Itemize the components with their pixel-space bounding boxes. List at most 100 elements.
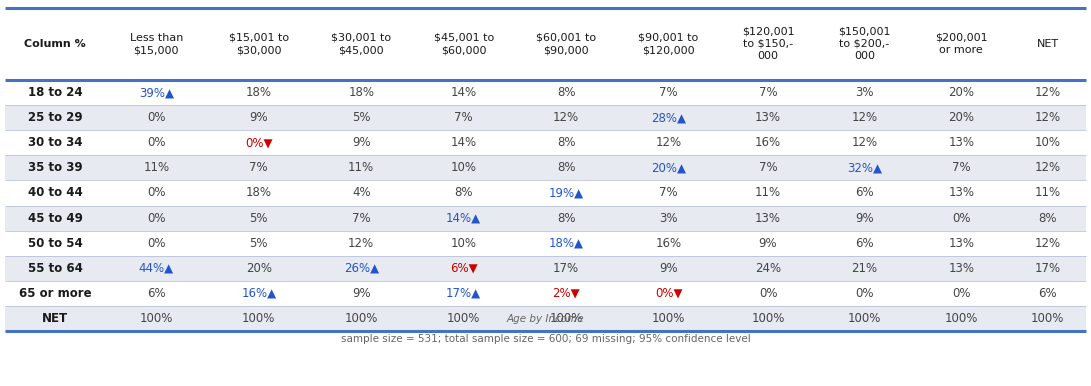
Text: 9%: 9% (352, 136, 371, 149)
Text: 7%: 7% (758, 161, 778, 174)
Text: $90,001 to
$120,000: $90,001 to $120,000 (638, 33, 698, 55)
Text: 7%: 7% (758, 86, 778, 99)
Text: Less than
$15,000: Less than $15,000 (130, 33, 183, 55)
Text: 12%: 12% (1034, 86, 1060, 99)
Text: 17%▲: 17%▲ (446, 287, 481, 300)
Bar (5, 180, 1086, 205)
Text: 4%: 4% (352, 186, 371, 200)
Text: 12%: 12% (1034, 111, 1060, 124)
Text: 18%: 18% (245, 186, 272, 200)
Text: 20%: 20% (948, 111, 974, 124)
Text: 8%: 8% (556, 136, 575, 149)
Text: 12%: 12% (852, 136, 877, 149)
Text: 9%: 9% (250, 111, 268, 124)
Text: 0%▼: 0%▼ (245, 136, 273, 149)
Text: 7%: 7% (659, 186, 678, 200)
Text: 12%: 12% (1034, 161, 1060, 174)
Text: 7%: 7% (951, 161, 971, 174)
Text: 0%▼: 0%▼ (655, 287, 682, 300)
Text: 6%▼: 6%▼ (449, 262, 478, 275)
Text: $60,001 to
$90,000: $60,001 to $90,000 (536, 33, 596, 55)
Text: $150,001
to $200,-
000: $150,001 to $200,- 000 (838, 27, 891, 61)
Text: 0%: 0% (147, 111, 166, 124)
Text: 0%: 0% (759, 287, 777, 300)
Text: 39%▲: 39%▲ (139, 86, 173, 99)
Text: 7%: 7% (352, 212, 371, 225)
Text: 14%: 14% (451, 86, 477, 99)
Text: 100%: 100% (651, 312, 685, 325)
Text: 14%▲: 14%▲ (446, 212, 481, 225)
Text: 16%: 16% (755, 136, 781, 149)
Text: 8%: 8% (556, 161, 575, 174)
Text: 0%: 0% (952, 212, 970, 225)
Text: 11%: 11% (348, 161, 374, 174)
Text: $15,001 to
$30,000: $15,001 to $30,000 (229, 33, 289, 55)
Text: 8%: 8% (556, 212, 575, 225)
Text: 100%: 100% (848, 312, 882, 325)
Text: 12%: 12% (348, 237, 374, 250)
Text: 24%: 24% (755, 262, 781, 275)
Text: NET: NET (1036, 39, 1058, 49)
Text: $200,001
or more: $200,001 or more (935, 33, 987, 55)
Text: 6%: 6% (855, 186, 874, 200)
Text: 5%: 5% (352, 111, 371, 124)
Text: 16%▲: 16%▲ (241, 287, 276, 300)
Text: 13%: 13% (755, 111, 781, 124)
Text: 55 to 64: 55 to 64 (27, 262, 83, 275)
Text: 21%: 21% (852, 262, 877, 275)
Text: 20%: 20% (245, 262, 272, 275)
Text: 32%▲: 32%▲ (847, 161, 883, 174)
Text: 11%: 11% (755, 186, 781, 200)
Text: 19%▲: 19%▲ (549, 186, 584, 200)
Text: 12%: 12% (852, 111, 877, 124)
Text: 28%▲: 28%▲ (651, 111, 686, 124)
Text: 10%: 10% (451, 237, 477, 250)
Text: Age by Income: Age by Income (506, 314, 585, 324)
Text: 3%: 3% (855, 86, 874, 99)
Text: 100%: 100% (752, 312, 784, 325)
Text: 13%: 13% (948, 262, 974, 275)
Text: 18%▲: 18%▲ (549, 237, 584, 250)
Text: 100%: 100% (140, 312, 173, 325)
Text: 17%: 17% (1034, 262, 1060, 275)
Text: 13%: 13% (948, 136, 974, 149)
Text: 10%: 10% (1034, 136, 1060, 149)
Text: 9%: 9% (855, 212, 874, 225)
Text: 17%: 17% (553, 262, 579, 275)
Text: 100%: 100% (1031, 312, 1065, 325)
Text: $30,001 to
$45,000: $30,001 to $45,000 (332, 33, 392, 55)
Text: 16%: 16% (656, 237, 682, 250)
Bar (5, 205, 1086, 230)
Text: 8%: 8% (1039, 212, 1057, 225)
Text: Column %: Column % (24, 39, 86, 49)
Text: 14%: 14% (451, 136, 477, 149)
Text: 26%▲: 26%▲ (344, 262, 379, 275)
Text: 8%: 8% (455, 186, 472, 200)
Text: $120,001
to $150,-
000: $120,001 to $150,- 000 (742, 27, 794, 61)
Text: 65 or more: 65 or more (19, 287, 92, 300)
Bar (5, 281, 1086, 306)
Text: 7%: 7% (454, 111, 473, 124)
Text: NET: NET (41, 312, 68, 325)
Text: 45 to 49: 45 to 49 (27, 212, 83, 225)
Text: 0%: 0% (855, 287, 874, 300)
Text: 18 to 24: 18 to 24 (27, 86, 82, 99)
Text: 30 to 34: 30 to 34 (27, 136, 82, 149)
Text: 11%: 11% (1034, 186, 1060, 200)
Text: 12%: 12% (553, 111, 579, 124)
Text: 5%: 5% (250, 212, 268, 225)
Text: 18%: 18% (245, 86, 272, 99)
Text: 10%: 10% (451, 161, 477, 174)
Bar (5, 155, 1086, 180)
Text: 0%: 0% (147, 237, 166, 250)
Text: 0%: 0% (952, 287, 970, 300)
Text: 8%: 8% (556, 86, 575, 99)
Text: 20%: 20% (948, 86, 974, 99)
Text: 100%: 100% (945, 312, 978, 325)
Text: 100%: 100% (550, 312, 583, 325)
Text: 9%: 9% (352, 287, 371, 300)
Bar (5, 80, 1086, 105)
Text: 12%: 12% (1034, 237, 1060, 250)
Text: 9%: 9% (659, 262, 678, 275)
Text: 5%: 5% (250, 237, 268, 250)
